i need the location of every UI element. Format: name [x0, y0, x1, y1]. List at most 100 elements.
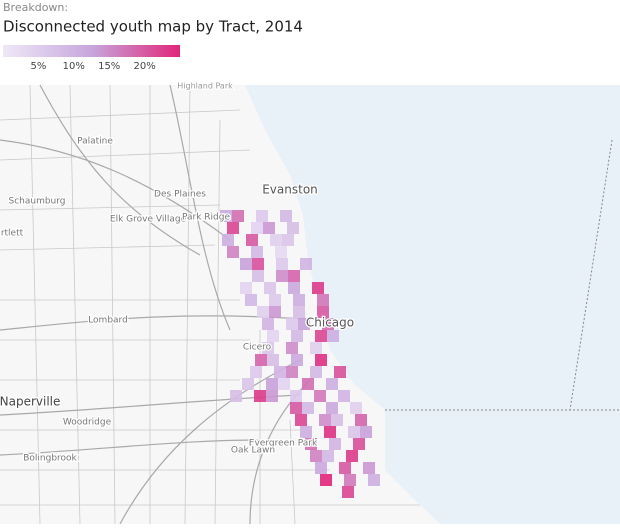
place-label: Park Ridge: [182, 213, 230, 223]
tract: [291, 330, 303, 342]
tract: [314, 390, 326, 402]
tract: [270, 234, 282, 246]
place-label: Bolingbrook: [23, 454, 77, 464]
tract: [266, 390, 278, 402]
places: Highland Park Palatine Des Plaines Schaumbu…: [0, 80, 355, 465]
tract: [291, 354, 303, 366]
tract: [251, 222, 263, 234]
tract: [324, 426, 336, 438]
tract: [245, 294, 257, 306]
roads: [0, 84, 420, 525]
tract: [240, 258, 252, 270]
place-label: Highland Park: [177, 82, 233, 91]
tract: [322, 450, 334, 462]
place-label: Lombard: [88, 316, 128, 326]
tract: [293, 306, 305, 318]
tract: [240, 282, 252, 294]
tract: [293, 294, 305, 306]
place-label: Evergreen Park: [249, 439, 318, 449]
tract: [264, 282, 276, 294]
tract: [310, 366, 322, 378]
tract: [252, 258, 264, 270]
tract: [252, 270, 264, 282]
tract: [310, 342, 322, 354]
tract: [320, 474, 332, 486]
tract: [353, 438, 365, 450]
tract: [288, 282, 300, 294]
tract: [317, 294, 329, 306]
place-label: Cicero: [243, 343, 272, 353]
tract: [298, 318, 310, 330]
tract: [339, 462, 351, 474]
tract: [232, 210, 244, 222]
legend-tick-label: 20%: [133, 61, 155, 72]
tract: [300, 258, 312, 270]
tract: [305, 438, 317, 450]
tract: [266, 378, 278, 390]
legend-tick-label: 10%: [63, 61, 85, 72]
tract: [267, 354, 279, 366]
tract: [317, 306, 329, 318]
tract: [368, 474, 380, 486]
tract: [222, 234, 234, 246]
tract: [360, 426, 372, 438]
tract: [342, 486, 354, 498]
tract: [302, 402, 314, 414]
tract: [251, 246, 263, 258]
tract: [287, 222, 299, 234]
tract: [329, 438, 341, 450]
tract: [262, 318, 274, 330]
legend-tick-label: 15%: [98, 61, 120, 72]
tract: [282, 234, 294, 246]
place-label: Schaumburg: [8, 197, 65, 207]
tract: [326, 378, 338, 390]
tract: [363, 462, 375, 474]
tract: [262, 342, 274, 354]
lake: [245, 85, 620, 524]
tract: [315, 354, 327, 366]
tract: [290, 402, 302, 414]
tract: [257, 306, 269, 318]
tract: [326, 402, 338, 414]
tract: [286, 342, 298, 354]
tract: [275, 246, 287, 258]
tract: [290, 390, 302, 402]
place-label: Evanston: [262, 183, 318, 197]
tract: [263, 222, 275, 234]
tract: [302, 378, 314, 390]
tract: [286, 366, 298, 378]
tract: [355, 414, 367, 426]
place-label: Chicago: [306, 316, 354, 330]
tract: [315, 330, 327, 342]
state-line: [569, 139, 613, 411]
tract: [344, 474, 356, 486]
tract: [295, 414, 307, 426]
map: Highland Park Palatine Des Plaines Schaumbu…: [0, 80, 620, 525]
tract: [315, 462, 327, 474]
place-label: Oak Lawn: [231, 446, 275, 456]
tract: [338, 390, 350, 402]
tract: [242, 378, 254, 390]
tract: [230, 390, 242, 402]
legend: 5% 10% 15% 20%: [30, 61, 155, 72]
tract: [220, 210, 232, 222]
tract: [227, 246, 239, 258]
tract: [280, 210, 292, 222]
kicker: Breakdown:: [3, 1, 68, 14]
place-label: Naperville: [0, 395, 60, 409]
tract: [269, 294, 281, 306]
tract: [300, 426, 312, 438]
place-label: Elk Grove Village: [110, 215, 187, 225]
tract: [276, 258, 288, 270]
tract: [276, 270, 288, 282]
tract: [327, 330, 339, 342]
legend-tick-label: 5%: [30, 61, 46, 72]
tract: [331, 414, 343, 426]
tract: [312, 282, 324, 294]
place-label: Palatine: [77, 137, 113, 147]
tract: [246, 234, 258, 246]
tract: [267, 330, 279, 342]
legend-bar: [3, 45, 180, 57]
tracts: [220, 210, 380, 498]
